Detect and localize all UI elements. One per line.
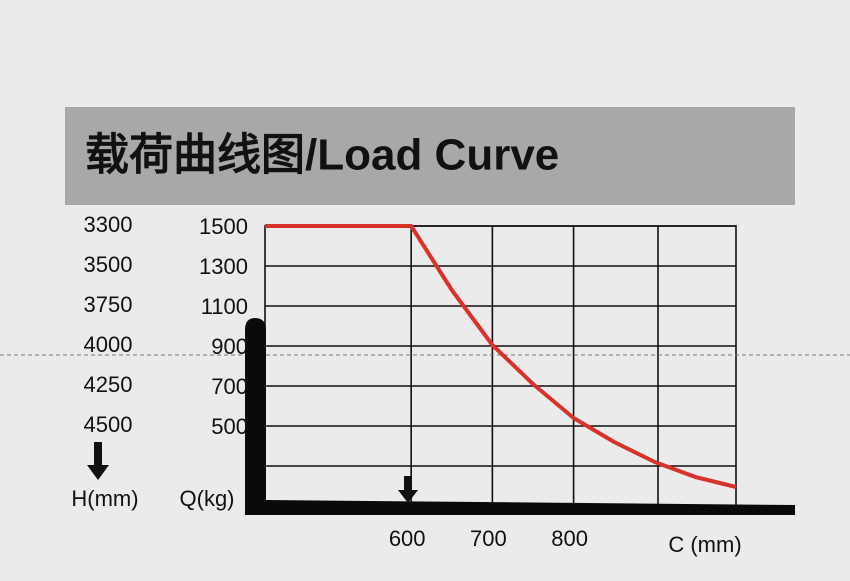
h-tick-label: 3750 [84, 292, 133, 317]
x-tick-label: 700 [470, 526, 507, 551]
y-tick-label: 700 [211, 374, 248, 399]
down-arrow [398, 476, 418, 503]
x-axis-label: C (mm) [668, 532, 741, 557]
x-tick-label: 600 [389, 526, 426, 551]
y-tick-label: 500 [211, 414, 248, 439]
y-tick-label: 1500 [199, 214, 248, 239]
y-tick-label: 900 [211, 334, 248, 359]
down-arrow [87, 442, 109, 480]
chart-title: 载荷曲线图/Load Curve [85, 131, 559, 180]
plot-area [264, 225, 737, 507]
h-tick-label: 4250 [84, 372, 133, 397]
h-tick-label: 4000 [84, 332, 133, 357]
y-tick-label: 1100 [201, 294, 248, 319]
y-tick-label: 1300 [199, 254, 248, 279]
h-tick-label: 3500 [84, 252, 133, 277]
y-axis-label: Q(kg) [180, 486, 235, 511]
h-axis-label: H(mm) [71, 486, 138, 511]
x-tick-label: 800 [551, 526, 588, 551]
load-curve [265, 224, 737, 489]
title-band [65, 107, 795, 205]
h-tick-label: 3300 [84, 212, 133, 237]
h-tick-label: 4500 [84, 412, 133, 437]
